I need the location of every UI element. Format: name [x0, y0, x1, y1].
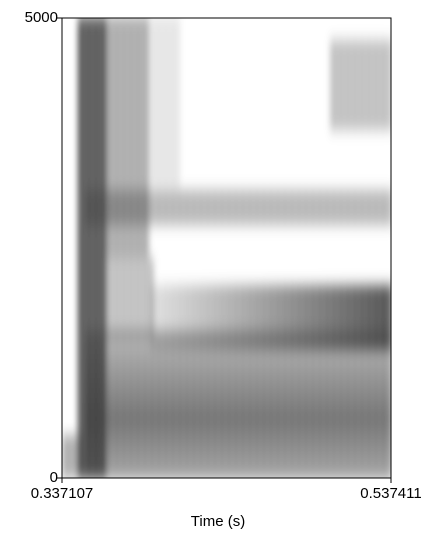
x-tick-label: 0.537411: [360, 485, 421, 502]
spectrogram-image: [62, 18, 391, 478]
y-tick-label: 5000: [25, 9, 58, 26]
x-tick-label: 0.337107: [31, 485, 94, 502]
plot-frame: [61, 17, 392, 479]
y-tick-label: 0: [50, 469, 58, 486]
x-axis-label: Time (s): [191, 513, 245, 530]
